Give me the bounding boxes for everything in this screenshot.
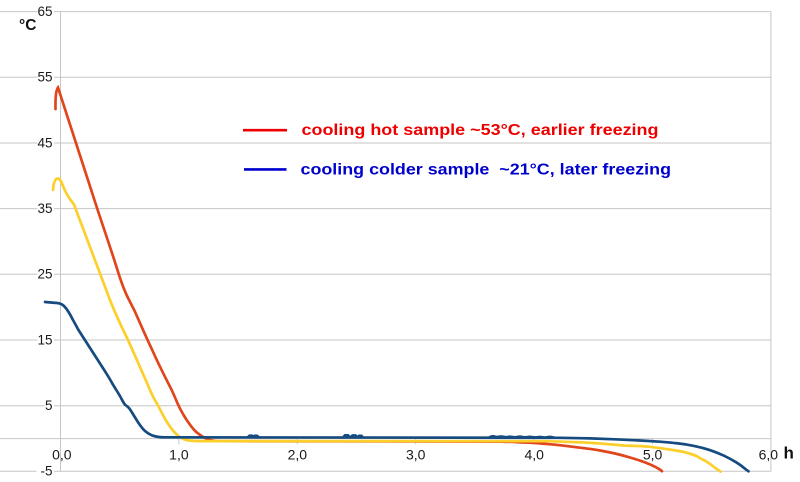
svg-text:°C: °C: [19, 17, 36, 34]
svg-text:15: 15: [37, 332, 52, 347]
svg-text:3,0: 3,0: [406, 446, 426, 462]
svg-text:45: 45: [37, 135, 52, 150]
svg-text:cooling hot sample ~53°C, earl: cooling hot sample ~53°C, earlier freezi…: [302, 122, 659, 139]
svg-text:4,0: 4,0: [524, 446, 544, 462]
svg-text:2,0: 2,0: [288, 446, 308, 462]
svg-text:cooling colder sample ~21°C,: cooling colder sample ~21°C, later freez…: [301, 161, 672, 178]
svg-text:1,0: 1,0: [169, 446, 189, 462]
svg-text:65: 65: [37, 4, 52, 19]
svg-text:25: 25: [37, 267, 52, 282]
svg-text:0,0: 0,0: [52, 446, 72, 462]
svg-text:35: 35: [37, 201, 52, 216]
svg-text:5: 5: [45, 398, 53, 413]
svg-text:-5: -5: [40, 464, 52, 479]
svg-text:h: h: [784, 444, 794, 463]
svg-text:5,0: 5,0: [643, 446, 663, 462]
svg-text:6,0: 6,0: [759, 446, 779, 462]
svg-text:55: 55: [37, 70, 52, 85]
